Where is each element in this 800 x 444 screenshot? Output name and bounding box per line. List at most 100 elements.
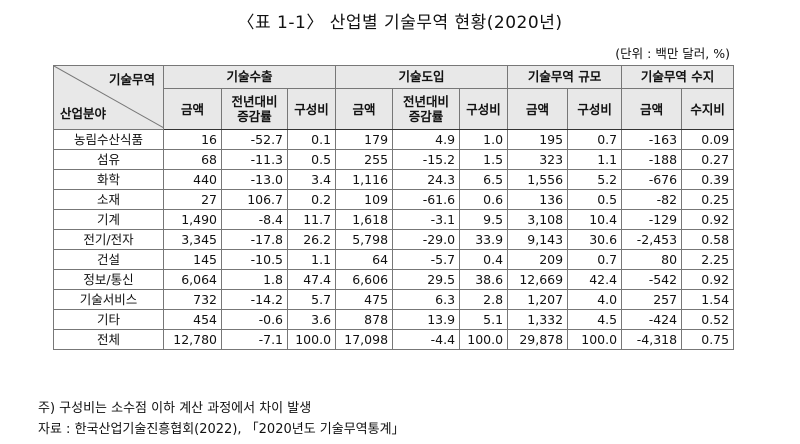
balance-amount-header: 금액 [621, 88, 683, 130]
table-cell: 29,878 [507, 329, 569, 350]
table-cell: 26.2 [286, 229, 337, 250]
table-cell: 136 [507, 189, 569, 210]
table-cell: -14.2 [221, 289, 288, 310]
export-amount-header: 금액 [163, 88, 222, 130]
table-cell: 4.5 [567, 309, 623, 330]
table-cell: 255 [335, 149, 394, 170]
table-cell: 454 [163, 309, 222, 330]
table-cell: 2.8 [459, 289, 509, 310]
source-note: 자료 : 한국산업기술진흥협회(2022), 「2020년도 기술무역통계」 [38, 422, 405, 437]
table-row: 화학 440 -13.0 3.4 1,116 24.3 6.5 1,556 5.2 -676 0.3… [53, 169, 735, 190]
table-cell: -5.7 [392, 249, 461, 270]
industry-name: 섬유 [53, 149, 164, 170]
table-cell: -15.2 [392, 149, 461, 170]
header-row-2: 금액 전년대비 증감률 구성비 금액 전년대비 증감률 구성비 금액 구성비 금액 … [54, 88, 735, 130]
industry-name: 소재 [53, 189, 164, 210]
table-cell: -61.6 [392, 189, 461, 210]
table-cell: 0.5 [567, 189, 623, 210]
table-row: 건설 145 -10.5 1.1 64 -5.7 0.4 209 0.7 80 2.25 [53, 249, 735, 270]
table-cell: 3,345 [163, 229, 222, 250]
table-cell: 1,332 [507, 309, 569, 330]
table-cell: -11.3 [221, 149, 288, 170]
table-cell: -29.0 [392, 229, 461, 250]
table-cell: 16 [163, 129, 222, 150]
table-cell: 1.1 [286, 249, 337, 270]
table-row: 소재 27 106.7 0.2 109 -61.6 0.6 136 0.5 -82 0.25 [53, 189, 735, 210]
table-cell: 12,669 [507, 269, 569, 290]
table-cell: 6,606 [335, 269, 394, 290]
table-cell: -2,453 [621, 229, 683, 250]
table-cell: 1.0 [459, 129, 509, 150]
table-cell: 30.6 [567, 229, 623, 250]
table-cell: -8.4 [221, 209, 288, 230]
table-row: 기타 454 -0.6 3.6 878 13.9 5.1 1,332 4.5 -424 0.52 [53, 309, 735, 330]
export-share-header: 구성비 [286, 88, 337, 130]
table-cell: 732 [163, 289, 222, 310]
table-cell: 0.09 [681, 129, 735, 150]
table-cell: 323 [507, 149, 569, 170]
table-cell: 5.2 [567, 169, 623, 190]
table-row: 섬유 68 -11.3 0.5 255 -15.2 1.5 323 1.1 -188 0.27 [53, 149, 735, 170]
table-cell: 64 [335, 249, 394, 270]
export-growth-header: 전년대비 증감률 [221, 88, 288, 130]
table-cell: 24.3 [392, 169, 461, 190]
table-cell: 440 [163, 169, 222, 190]
table-row: 정보/통신 6,064 1.8 47.4 6,606 29.5 38.6 12,669 42.4… [53, 269, 735, 290]
table-cell: 5.1 [459, 309, 509, 330]
table-cell: 0.39 [681, 169, 735, 190]
table-cell: -188 [621, 149, 683, 170]
table-cell: 0.7 [567, 249, 623, 270]
table-cell: 0.4 [459, 249, 509, 270]
table-row: 기계 1,490 -8.4 11.7 1,618 -3.1 9.5 3,108 10.4 -129… [53, 209, 735, 230]
tech-trade-table: 기술무역 산업분야 기술수출 기술도입 기술무역 규모 기술무역 수지 금액 전… [53, 65, 735, 350]
table-cell: 0.75 [681, 329, 735, 350]
table-cell: 1,490 [163, 209, 222, 230]
industry-name: 기계 [53, 209, 164, 230]
table-cell: -82 [621, 189, 683, 210]
table-cell: -0.6 [221, 309, 288, 330]
industry-name: 건설 [53, 249, 164, 270]
table-cell: -542 [621, 269, 683, 290]
table-cell: -13.0 [221, 169, 288, 190]
table-cell: 1.8 [221, 269, 288, 290]
table-cell: -10.5 [221, 249, 288, 270]
table-cell: -17.8 [221, 229, 288, 250]
table-cell: 1.54 [681, 289, 735, 310]
header-row-1: 기술무역 산업분야 기술수출 기술도입 기술무역 규모 기술무역 수지 [53, 65, 735, 130]
table-cell: 0.6 [459, 189, 509, 210]
table-cell: 1.1 [567, 149, 623, 170]
table-cell: 0.92 [681, 209, 735, 230]
group-export: 기술수출 [162, 65, 337, 89]
table-cell: 145 [163, 249, 222, 270]
table-cell: -4,318 [621, 329, 683, 350]
scale-share-header: 구성비 [567, 88, 623, 130]
table-cell: 1.5 [459, 149, 509, 170]
table-cell: 68 [163, 149, 222, 170]
group-scale: 기술무역 규모 [507, 65, 623, 89]
footnote: 주) 구성비는 소수점 이하 계산 과정에서 차이 발생 [38, 401, 312, 416]
corner-header: 기술무역 산업분야 [53, 65, 164, 130]
industry-name: 기술서비스 [53, 289, 164, 310]
table-cell: -424 [621, 309, 683, 330]
import-growth-header: 전년대비 증감률 [392, 88, 461, 130]
table-row: 농림수산식품 16 -52.7 0.1 179 4.9 1.0 195 0.7 -163 0.09 [53, 129, 735, 150]
table-cell: 109 [335, 189, 394, 210]
table-cell: 1,556 [507, 169, 569, 190]
table-cell: 4.9 [392, 129, 461, 150]
growth-label-line1: 전년대비 [403, 94, 450, 109]
table-cell: 257 [621, 289, 683, 310]
table-cell: 2.25 [681, 249, 735, 270]
growth-label-line2: 증감률 [237, 109, 272, 124]
import-amount-header: 금액 [335, 88, 394, 130]
table-cell: 6,064 [163, 269, 222, 290]
balance-ratio-header: 수지비 [681, 88, 735, 130]
group-import: 기술도입 [335, 65, 509, 89]
table-cell: 179 [335, 129, 394, 150]
table-cell: -52.7 [221, 129, 288, 150]
table-cell: -4.4 [392, 329, 461, 350]
table-cell: 475 [335, 289, 394, 310]
table-cell: 1,116 [335, 169, 394, 190]
table-cell: -3.1 [392, 209, 461, 230]
industry-name: 농림수산식품 [53, 129, 164, 150]
scale-amount-header: 금액 [507, 88, 569, 130]
